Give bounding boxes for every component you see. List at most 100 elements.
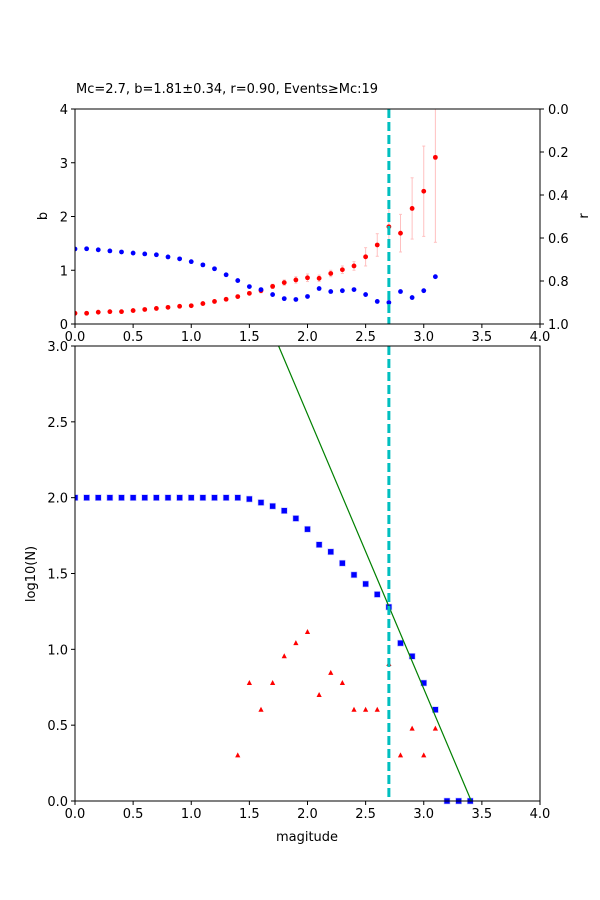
noncumulative-point	[432, 725, 438, 731]
y-tick-label: 0.5	[47, 719, 68, 734]
cumulative-point	[176, 494, 183, 501]
b-point	[188, 303, 194, 309]
x-tick-label: 2.0	[297, 807, 318, 822]
noncumulative-point	[258, 706, 264, 712]
noncumulative-point	[363, 706, 369, 712]
x-tick-label: 1.5	[239, 807, 260, 822]
noncumulative-point	[351, 706, 357, 712]
cumulative-point	[94, 494, 102, 501]
cumulative-point	[304, 525, 311, 533]
r-point	[316, 286, 322, 291]
r-tick-label: 0.0	[548, 103, 569, 118]
cumulative-point	[280, 507, 288, 515]
axes-background	[75, 346, 540, 801]
noncumulative-point	[281, 653, 287, 659]
x-tick-label: 1.5	[239, 330, 260, 345]
r-point	[84, 246, 90, 252]
r-point	[293, 297, 299, 302]
x-tick-label: 3.0	[413, 330, 434, 345]
cumulative-point	[269, 502, 276, 510]
y-tick-label: 0.0	[47, 795, 68, 810]
b-point	[432, 154, 438, 160]
cumulative-point	[292, 515, 300, 522]
r-point	[421, 288, 427, 294]
y-tick-label: 4	[60, 103, 68, 118]
y-tick-label: 3.0	[47, 340, 68, 355]
r-tick-label: 0.8	[548, 275, 569, 290]
r-point	[200, 262, 206, 268]
b-point	[84, 310, 90, 316]
r-point	[363, 292, 369, 297]
noncumulative-point	[409, 725, 415, 731]
b-point	[235, 294, 241, 299]
r-point	[398, 289, 403, 294]
b-point	[200, 301, 206, 306]
b-point	[293, 277, 299, 283]
r-point	[142, 251, 148, 257]
x-tick-label: 2.5	[355, 807, 376, 822]
b-point	[281, 280, 287, 286]
b-point	[305, 275, 310, 281]
r-point	[258, 287, 264, 292]
x-tick-label: 2.0	[297, 330, 318, 345]
y-tick-label: 1	[60, 264, 68, 279]
b-point	[212, 299, 217, 304]
noncumulative-point	[316, 691, 322, 697]
b-point	[95, 309, 101, 315]
y-tick-label: 2.0	[47, 492, 68, 507]
r-point	[188, 259, 194, 265]
b-point	[398, 230, 403, 236]
b-point	[75, 310, 78, 316]
r-point	[270, 292, 276, 297]
b-point	[316, 275, 322, 281]
x-tick-label: 0.5	[123, 807, 144, 822]
b-point	[270, 283, 276, 289]
cumulative-point	[153, 494, 160, 501]
r-point	[223, 272, 229, 278]
x-tick-label: 0.0	[65, 807, 86, 822]
noncumulative-point	[374, 706, 380, 712]
noncumulative-point	[339, 680, 345, 686]
cumulative-point	[129, 494, 137, 501]
cumulative-point	[211, 494, 218, 501]
cumulative-point	[362, 580, 369, 588]
x-tick-label: 3.5	[472, 807, 493, 822]
r-point	[386, 300, 392, 305]
r-point	[130, 250, 136, 256]
b-point	[165, 304, 171, 310]
x-tick-label: 0.5	[123, 330, 144, 345]
b-point	[328, 271, 334, 276]
r-point	[246, 284, 252, 289]
x-tick-label: 1.0	[181, 807, 202, 822]
cumulative-point	[350, 571, 358, 579]
top-ylabel-r: r	[577, 213, 592, 219]
noncumulative-point	[304, 629, 311, 635]
r-point	[235, 278, 241, 283]
b-point	[142, 307, 148, 312]
x-tick-label: 3.0	[413, 807, 434, 822]
noncumulative-point	[270, 680, 276, 686]
r-point	[432, 274, 438, 280]
b-point	[223, 296, 229, 302]
noncumulative-point	[235, 752, 241, 758]
x-tick-label: 4.0	[530, 330, 551, 345]
y-tick-label: 1.0	[47, 643, 68, 658]
x-tick-label: 2.5	[355, 330, 376, 345]
b-point	[177, 303, 183, 309]
cumulative-point	[222, 494, 230, 501]
r-point	[374, 299, 380, 304]
r-tick-label: 0.6	[548, 232, 569, 247]
cumulative-point	[408, 653, 416, 660]
b-point	[246, 290, 252, 296]
b-point	[130, 308, 136, 313]
y-tick-label: 2	[60, 211, 68, 226]
x-tick-label: 1.0	[181, 330, 202, 345]
r-point	[153, 252, 159, 258]
noncumulative-point	[246, 680, 252, 686]
r-point	[165, 254, 171, 260]
cumulative-point	[106, 494, 114, 501]
axes-frame	[74, 108, 541, 325]
noncumulative-point	[397, 752, 404, 758]
noncumulative-point	[421, 752, 427, 758]
